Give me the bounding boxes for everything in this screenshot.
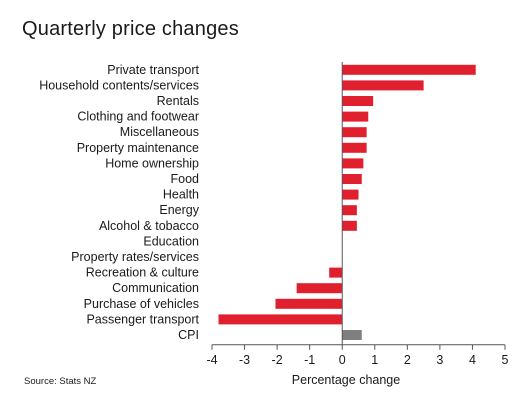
category-label: Passenger transport bbox=[86, 312, 199, 326]
bar-purchase-of-vehicles bbox=[275, 298, 343, 309]
bar-property-maintenance bbox=[342, 142, 367, 153]
bar-health bbox=[342, 189, 359, 200]
category-label: Home ownership bbox=[105, 156, 199, 170]
category-label: Health bbox=[163, 188, 199, 202]
category-label: Purchase of vehicles bbox=[84, 297, 199, 311]
category-label: Miscellaneous bbox=[120, 125, 199, 139]
bar-alcohol-tobacco bbox=[342, 220, 357, 231]
x-tick-label: 4 bbox=[469, 353, 476, 367]
bar-passenger-transport bbox=[218, 314, 343, 325]
category-label: Private transport bbox=[107, 63, 199, 77]
bars bbox=[218, 64, 476, 340]
bar-private-transport bbox=[342, 64, 476, 75]
x-tick-label: 5 bbox=[502, 353, 509, 367]
bar-clothing-and-footwear bbox=[342, 111, 369, 122]
x-tick-label: -2 bbox=[272, 353, 283, 367]
category-label: Alcohol & tobacco bbox=[99, 219, 199, 233]
category-label: Property maintenance bbox=[77, 141, 199, 155]
x-tick-label: -3 bbox=[239, 353, 250, 367]
category-label: Education bbox=[143, 234, 199, 248]
bar-cpi bbox=[342, 330, 362, 340]
x-tick-label: 0 bbox=[339, 353, 346, 367]
bar-rentals bbox=[342, 96, 374, 106]
bar-communication bbox=[296, 283, 343, 294]
x-tick-label: 2 bbox=[404, 353, 411, 367]
chart-title: Quarterly price changes bbox=[22, 18, 239, 40]
x-tick-label: 3 bbox=[436, 353, 443, 367]
bar-food bbox=[342, 174, 362, 184]
category-label: Clothing and footwear bbox=[77, 110, 199, 124]
source-note: Source: Stats NZ bbox=[24, 376, 97, 387]
bar-household-contents-services bbox=[342, 80, 424, 91]
category-label: Rentals bbox=[157, 94, 199, 108]
x-tick-label: 1 bbox=[371, 353, 378, 367]
x-tick-label: -1 bbox=[304, 353, 315, 367]
category-label: Recreation & culture bbox=[86, 266, 199, 280]
bar-recreation-culture bbox=[329, 267, 343, 278]
category-label: Communication bbox=[112, 281, 199, 295]
bar-energy bbox=[342, 205, 357, 216]
category-label: CPI bbox=[178, 328, 199, 342]
category-label: Food bbox=[171, 172, 200, 186]
x-axis-label: Percentage change bbox=[292, 373, 400, 387]
bar-miscellaneous bbox=[342, 127, 367, 138]
category-label: Property rates/services bbox=[71, 250, 199, 264]
x-axis-ticks: -4 -3 -2 -1 0 1 2 3 4 5 bbox=[206, 344, 509, 367]
category-label: Household contents/services bbox=[39, 78, 199, 92]
bar-home-ownership bbox=[342, 158, 364, 169]
x-tick-label: -4 bbox=[206, 353, 217, 367]
category-label: Energy bbox=[159, 203, 199, 217]
